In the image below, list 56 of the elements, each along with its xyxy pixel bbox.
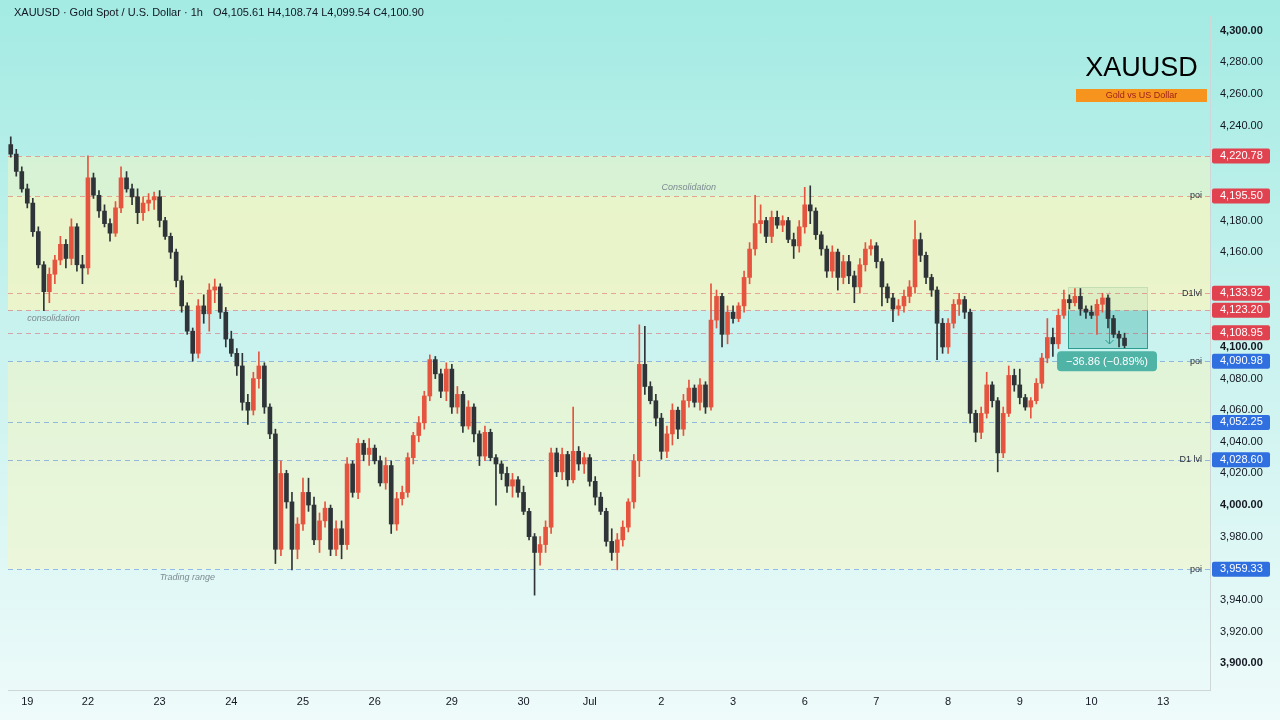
- y-tick-label: 4,060.00: [1220, 403, 1263, 416]
- annotation: consolidation: [27, 313, 80, 324]
- ref-line-label: poi: [1189, 355, 1202, 366]
- y-tick-label: 3,900.00: [1220, 656, 1263, 669]
- x-tick-label: 9: [1016, 694, 1023, 707]
- x-tick-label: 7: [873, 694, 880, 707]
- x-tick-label: 10: [1085, 694, 1098, 707]
- y-tick-label: 4,123.20: [1220, 303, 1263, 316]
- y-tick-label: 4,260.00: [1220, 87, 1263, 100]
- x-tick-label: 23: [153, 694, 166, 707]
- y-tick-label: 4,040.00: [1220, 434, 1263, 447]
- x-tick-label: Jul: [582, 694, 597, 707]
- y-tick-label: 3,959.33: [1220, 562, 1263, 575]
- x-tick-label: 2: [658, 694, 665, 707]
- y-tick-label: 4,020.00: [1220, 466, 1263, 479]
- ref-line-label: D1 lvl: [1179, 454, 1202, 465]
- y-tick-label: 4,090.98: [1220, 354, 1263, 367]
- y-tick-label: 4,100.00: [1220, 340, 1263, 353]
- chart-title: XAUUSD · Gold Spot / U.S. Dollar · 1h: [14, 6, 203, 18]
- y-tick-label: 4,000.00: [1220, 498, 1263, 511]
- candlestick: [201, 294, 207, 324]
- y-tick-label: 4,028.60: [1220, 452, 1263, 465]
- y-tick-label: 4,108.95: [1220, 325, 1263, 338]
- ref-line-label: poi: [1189, 563, 1202, 574]
- ref-line-label: D1lvl: [1181, 287, 1202, 298]
- chart-subtitle: O4,105.61 H4,108.74 L4,099.54 C4,100.90: [212, 6, 424, 18]
- y-tick-label: 4,160.00: [1220, 245, 1263, 258]
- x-tick-label: 22: [81, 694, 95, 707]
- x-tick-label: 13: [1157, 694, 1170, 707]
- y-tick-label: 4,220.78: [1220, 149, 1263, 162]
- y-tick-label: 3,940.00: [1220, 592, 1263, 605]
- x-tick-label: 29: [445, 694, 458, 707]
- y-tick-label: 3,980.00: [1220, 529, 1263, 542]
- annotation: Consolidation: [661, 182, 716, 193]
- annotation: Trading range: [159, 572, 215, 583]
- x-tick-label: 3: [730, 694, 737, 707]
- x-tick-label: 24: [225, 694, 238, 707]
- y-tick-label: 4,080.00: [1220, 371, 1263, 384]
- y-tick-label: 4,133.92: [1220, 286, 1263, 299]
- y-tick-label: 4,180.00: [1220, 213, 1263, 226]
- y-tick-label: 4,300.00: [1220, 23, 1263, 36]
- annotation: XAUUSD: [1084, 51, 1199, 83]
- x-tick-label: 8: [945, 694, 952, 707]
- y-tick-label: 3,920.00: [1220, 624, 1263, 637]
- y-tick-label: 4,052.25: [1220, 415, 1263, 428]
- x-tick-label: 19: [21, 694, 34, 707]
- y-tick-label: 4,280.00: [1220, 55, 1263, 68]
- candlestick: [807, 185, 813, 225]
- x-tick-label: 30: [517, 694, 530, 707]
- annotation: −36.86 (−0.89%): [1066, 354, 1148, 367]
- x-tick-label: 26: [368, 694, 381, 707]
- ref-line-label: poi: [1189, 190, 1202, 201]
- x-tick-label: 25: [296, 694, 310, 707]
- x-tick-label: 6: [801, 694, 808, 707]
- y-tick-label: 4,195.50: [1220, 189, 1263, 202]
- y-tick-label: 4,240.00: [1220, 118, 1263, 131]
